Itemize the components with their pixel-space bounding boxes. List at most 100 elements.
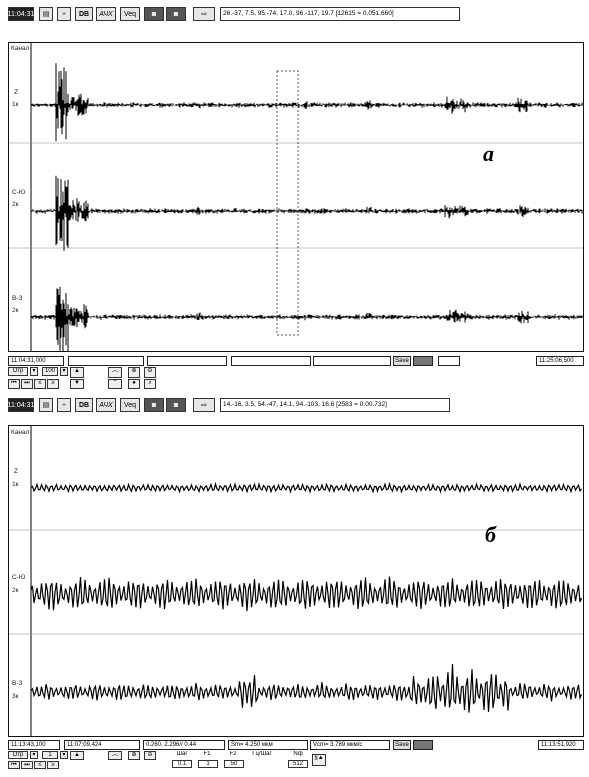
waveform-trace [30,286,583,351]
toolbar: 11:04:31 ▤ ÷ DB АЧХ Veq ◙ ◙ ⇨ 26.-37, 7.… [8,6,584,24]
veq-button[interactable]: Veq [120,7,140,21]
channel-gain: 1к [12,481,19,488]
vcm-field [313,356,391,366]
cursor-time [68,356,144,366]
channel-gain: 2к [12,201,19,208]
filter-select[interactable]: Отр [8,751,28,759]
f1-input[interactable]: 1 [198,760,218,768]
afr-button[interactable]: АЧХ [96,7,116,21]
waveform-canvas [9,426,583,736]
scale-select[interactable]: 1 [42,751,58,759]
waveform-trace [30,63,583,142]
start-time: 11:04:31,000 [8,356,64,366]
down-icon[interactable]: ﹀ [108,379,122,389]
range-field [147,356,227,366]
f2-input[interactable]: 50 [224,760,244,768]
zoom-fit-icon[interactable]: ⌕ [144,379,156,389]
scroll-up-icon[interactable]: ▲ [70,367,84,378]
sm-field: Sm= 4.250 мкм [228,740,308,750]
cursor-time: 11:07:09,424 [64,740,140,750]
filter-select[interactable]: Отр [8,367,28,376]
step-icon[interactable]: ≤ [34,379,46,389]
sm-field [231,356,311,366]
selection-box [276,70,299,336]
waveform-trace [30,175,583,251]
spectrum-icon[interactable]: §▲ [312,754,326,766]
channel-name: В-З [12,680,23,687]
save-button[interactable]: Save [393,356,411,366]
split-icon[interactable]: ÷ [57,398,71,412]
channel-gain: 2к [12,307,19,314]
waveform-trace [30,663,583,713]
waveform-canvas [9,43,583,351]
status-bar: 11:13:43,100 11:07:09,424 0.260, 2.296//… [8,740,584,750]
step-back-icon[interactable]: ≥ [47,761,59,769]
zoom-in-icon[interactable]: ⊕ [128,367,140,378]
stop-button[interactable] [413,740,433,750]
last-icon[interactable]: ⏭ [21,379,33,389]
coords-field: 26.-37, 7.5, 95.-74, 17.0, 96.-117, 19.7… [220,7,460,21]
scale-select[interactable]: 100 [42,367,58,376]
chevron-down-icon[interactable]: ▾ [30,367,38,376]
camera-icon[interactable]: ◙ [144,7,164,21]
seismogram-plot[interactable]: Канал Z 1к С-Ю 2к В-З 3к б [8,425,584,737]
zoom-out-icon[interactable]: ⊖ [144,367,156,378]
time-display: 11:04:31 [8,7,34,21]
start-time: 11:13:43,100 [8,740,60,750]
stop-button[interactable] [413,356,433,366]
scroll-down-icon[interactable]: ▼ [70,379,84,389]
waveform-trace [30,481,582,494]
zoom-out-icon[interactable]: ⊖ [144,751,156,760]
coords-field: 14.-16, 3.5, 54.-47, 14.1, 94.-103, 16.6… [220,398,450,412]
end-time: 11:13:51,920 [538,740,584,750]
channel-gain: 1к [12,101,19,108]
panel-a: 11:04:31 ▤ ÷ DB АЧХ Veq ◙ ◙ ⇨ 26.-37, 7.… [8,6,584,389]
save-button[interactable]: Save [393,740,411,750]
camera-zoom-icon[interactable]: ◙ [166,398,186,412]
kanal-label: Канал [11,429,30,436]
afr-button[interactable]: АЧХ [96,398,116,412]
panel-letter: а [483,141,494,166]
first-icon[interactable]: ⏮ [8,379,20,389]
end-time: 11:25:06,500 [536,356,584,366]
status-bar: 11:04:31,000 Save 11:25:06,500 [8,356,584,366]
channel-name: С-Ю [12,574,26,581]
db-button[interactable]: DB [75,398,93,412]
nav-controls: Отр ▾ 1 ▾ ▲ ⏮ ⏭ ≤ ≥ ︿ ⊕ ⊖ Шаг 0.1 F1 1 F… [8,751,338,777]
split-icon[interactable]: ÷ [57,7,71,21]
chevron-down-icon[interactable]: ▾ [30,751,38,759]
channel-name: Z [14,89,18,96]
f2-label: F2 [229,751,237,757]
export-icon[interactable]: ⇨ [193,7,215,21]
grid-icon[interactable]: ▤ [39,7,53,21]
chevron-down-icon[interactable]: ▾ [60,367,68,376]
db-button[interactable]: DB [75,7,93,21]
grid-icon[interactable]: ▤ [39,398,53,412]
scroll-up-icon[interactable]: ▲ [70,751,84,760]
last-icon[interactable]: ⏭ [21,761,33,769]
chevron-down-icon[interactable]: ▾ [60,751,68,759]
channel-name: С-Ю [12,189,26,196]
range-field: 0.260, 2.296// 0.44 [143,740,225,750]
panel-letter: б [485,522,496,547]
toolbar: 11:04:31 ▤ ÷ DB АЧХ Veq ◙ ◙ ⇨ 14.-16, 3.… [8,397,584,415]
hz-step-label: Гц/Шаг [252,751,272,757]
channel-gain: 3к [12,693,19,700]
seismogram-plot[interactable]: Канал Z 1к С-Ю 2к В-З 2к а [8,42,584,352]
first-icon[interactable]: ⏮ [8,761,20,769]
veq-button[interactable]: Veq [120,398,140,412]
step-back-icon[interactable]: ≥ [47,379,59,389]
nf-input[interactable]: 512 [288,760,308,768]
waveform-trace [30,576,583,612]
camera-zoom-icon[interactable]: ◙ [166,7,186,21]
up-icon[interactable]: ︿ [108,751,122,760]
step-input[interactable]: 0.1 [172,760,192,768]
zoom-in-icon[interactable]: ⊕ [128,751,140,760]
step-icon[interactable]: ≤ [34,761,46,769]
nf-label: Nф [293,751,303,757]
zoom-reset-icon[interactable]: ● [128,379,140,389]
export-icon[interactable]: ⇨ [193,398,215,412]
up-icon[interactable]: ︿ [108,367,122,378]
channel-name: В-З [12,295,23,302]
camera-icon[interactable]: ◙ [144,398,164,412]
